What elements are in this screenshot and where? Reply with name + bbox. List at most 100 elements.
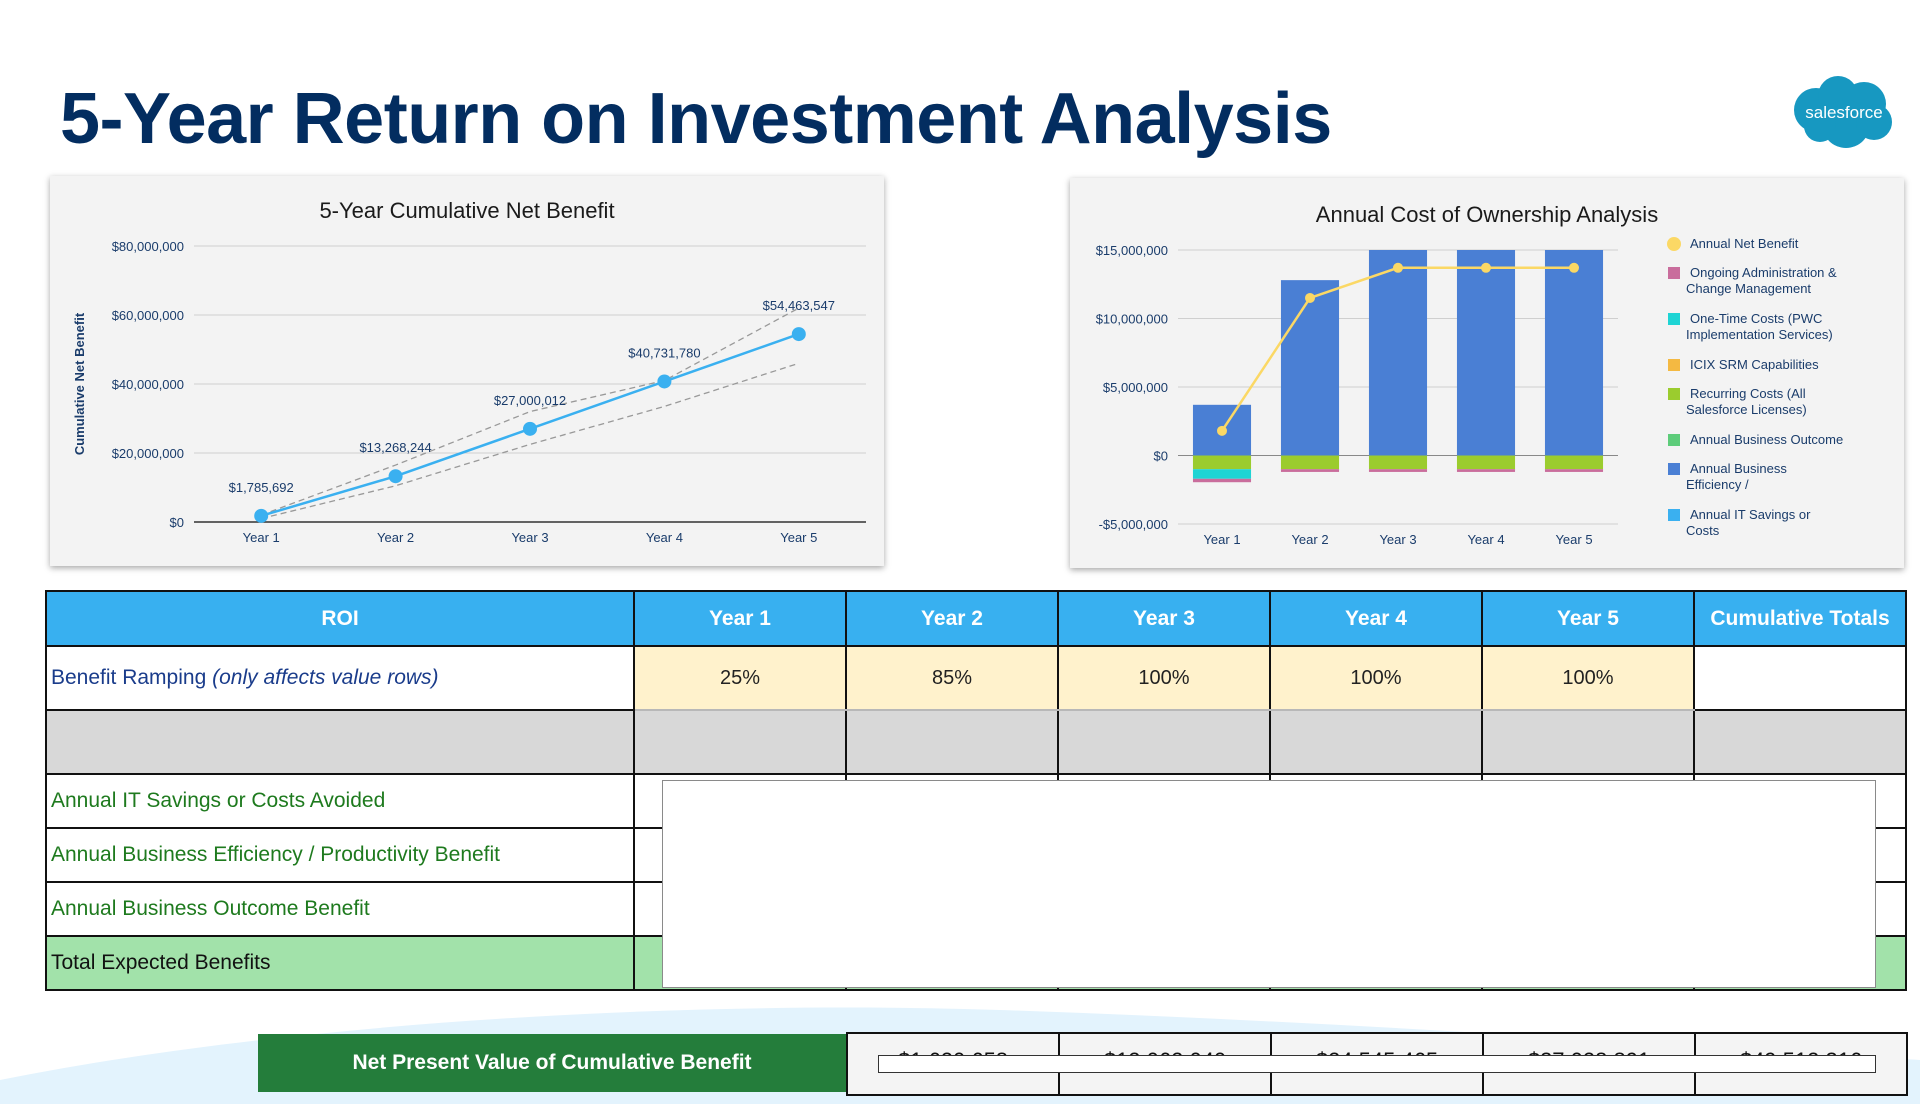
data-label: $27,000,012 — [494, 393, 566, 408]
cost-of-ownership-chart: Annual Cost of Ownership Analysis -$5,000… — [1070, 178, 1904, 568]
y-tick-label: $80,000,000 — [112, 239, 184, 254]
benefit-ramping-note: (only affects value rows) — [212, 666, 439, 689]
npv-cover-strip — [878, 1055, 1876, 1073]
header-year-4: Year 4 — [1269, 590, 1483, 647]
x-tick-label: Year 1 — [243, 530, 280, 545]
x-tick-label: Year 4 — [646, 530, 683, 545]
header-year-3: Year 3 — [1057, 590, 1271, 647]
spacer-cell — [1481, 709, 1695, 775]
ramp-year-3-input[interactable]: 100% — [1057, 645, 1271, 711]
net-benefit-point — [1569, 262, 1579, 273]
ramp-year-2-input[interactable]: 85% — [845, 645, 1059, 711]
benefit-ramping-label: Benefit Ramping (only affects value rows… — [45, 645, 635, 711]
benefit-ramping-text: Benefit Ramping — [51, 666, 207, 689]
x-tick-label: Year 5 — [1555, 532, 1592, 547]
legend-label: Annual Net Benefit — [1690, 236, 1799, 251]
data-point — [657, 374, 672, 389]
spacer-cell — [845, 709, 1059, 775]
header-year-1: Year 1 — [633, 590, 847, 647]
bar-segment — [1192, 455, 1252, 470]
bar-segment — [1192, 469, 1252, 479]
legend-label: Annual IT Savings or Costs — [1686, 507, 1811, 538]
ramp-year-1-input[interactable]: 25% — [633, 645, 847, 711]
value-cover-box — [662, 780, 1876, 988]
bar-segment — [1280, 455, 1340, 470]
x-tick-label: Year 1 — [1203, 532, 1240, 547]
ramp-cumulative-cell — [1693, 645, 1907, 711]
trend-band-upper — [260, 307, 800, 516]
legend-marker — [1668, 509, 1680, 521]
header-roi: ROI — [45, 590, 635, 647]
chart-title: Annual Cost of Ownership Analysis — [1316, 202, 1658, 227]
data-point — [254, 508, 269, 523]
cumulative-net-benefit-chart: 5-Year Cumulative Net Benefit $0 $20,000,0… — [50, 176, 884, 566]
line-chart-svg: 5-Year Cumulative Net Benefit $0 $20,000,0… — [72, 198, 866, 545]
logo-text: salesforce — [1805, 103, 1882, 122]
trend-band-lower — [261, 362, 799, 520]
legend-marker — [1668, 463, 1680, 475]
y-tick-label: $0 — [170, 515, 184, 530]
y-tick-label: $10,000,000 — [1096, 312, 1168, 327]
legend-label: Recurring Costs (All Salesforce Licenses) — [1686, 386, 1807, 417]
data-point — [523, 421, 537, 436]
legend-marker — [1668, 267, 1680, 279]
legend-marker — [1668, 388, 1680, 400]
page-title: 5-Year Return on Investment Analysis — [60, 79, 1332, 159]
y-tick-label: $20,000,000 — [112, 446, 184, 461]
ramp-year-4-input[interactable]: 100% — [1269, 645, 1483, 711]
x-tick-label: Year 4 — [1467, 532, 1504, 547]
spacer-cell — [1693, 709, 1907, 775]
y-axis-label: Cumulative Net Benefit — [72, 312, 87, 455]
bar-segment — [1544, 250, 1604, 456]
header-cumulative-totals: Cumulative Totals — [1693, 590, 1907, 647]
data-point — [791, 327, 806, 342]
bar-segment — [1456, 469, 1516, 472]
ramp-year-5-input[interactable]: 100% — [1481, 645, 1695, 711]
net-benefit-point — [1305, 292, 1315, 303]
bar-segment — [1368, 469, 1428, 472]
bar-segment — [1456, 250, 1516, 456]
net-benefit-point — [1393, 262, 1403, 273]
legend-label: Ongoing Administration & Change Managemen… — [1686, 265, 1837, 296]
y-tick-label: $5,000,000 — [1103, 380, 1168, 395]
bar-segment — [1280, 469, 1340, 472]
x-tick-label: Year 3 — [1379, 532, 1416, 547]
data-label: $40,731,780 — [628, 345, 700, 360]
x-tick-label: Year 2 — [1291, 532, 1328, 547]
spacer-cell — [633, 709, 847, 775]
bar-segment — [1368, 455, 1428, 470]
salesforce-logo: salesforce — [1794, 76, 1892, 148]
bar-segment — [1544, 469, 1604, 472]
npv-label: Net Present Value of Cumulative Benefit — [258, 1034, 846, 1092]
business-efficiency-label: Annual Business Efficiency / Productivit… — [45, 827, 635, 883]
total-expected-benefits-label: Total Expected Benefits — [45, 935, 635, 991]
net-benefit-point — [1217, 425, 1227, 436]
y-tick-label: $60,000,000 — [112, 308, 184, 323]
y-tick-label: $40,000,000 — [112, 377, 184, 392]
legend-label: Annual Business Outcome — [1690, 432, 1843, 447]
bar-segment — [1368, 250, 1428, 456]
y-tick-label: $15,000,000 — [1096, 243, 1168, 258]
data-label: $54,463,547 — [763, 298, 835, 313]
spacer-cell — [1057, 709, 1271, 775]
legend-marker — [1668, 313, 1680, 325]
legend-marker — [1668, 359, 1680, 371]
bar-segment — [1192, 478, 1252, 483]
bar-segment — [1280, 280, 1340, 456]
y-tick-label: $0 — [1154, 449, 1168, 464]
x-tick-label: Year 5 — [780, 530, 817, 545]
benefit-ramping-row: Benefit Ramping (only affects value rows… — [45, 645, 1907, 711]
legend-label: Annual Business Efficiency / — [1686, 461, 1787, 492]
bar-segment — [1544, 455, 1604, 470]
legend-label: One-Time Costs (PWC Implementation Servic… — [1686, 311, 1833, 342]
chart-title: 5-Year Cumulative Net Benefit — [319, 198, 614, 223]
business-outcome-label: Annual Business Outcome Benefit — [45, 881, 635, 937]
legend-label: ICIX SRM Capabilities — [1690, 357, 1819, 372]
data-label: $1,785,692 — [229, 480, 294, 495]
legend-marker — [1668, 434, 1680, 446]
net-benefit-point — [1481, 262, 1491, 273]
stacked-bar-chart-svg: Annual Cost of Ownership Analysis -$5,000… — [1096, 202, 1844, 547]
data-label: $13,268,244 — [359, 440, 431, 455]
spacer-row — [45, 709, 1907, 775]
spacer-cell — [45, 709, 635, 775]
